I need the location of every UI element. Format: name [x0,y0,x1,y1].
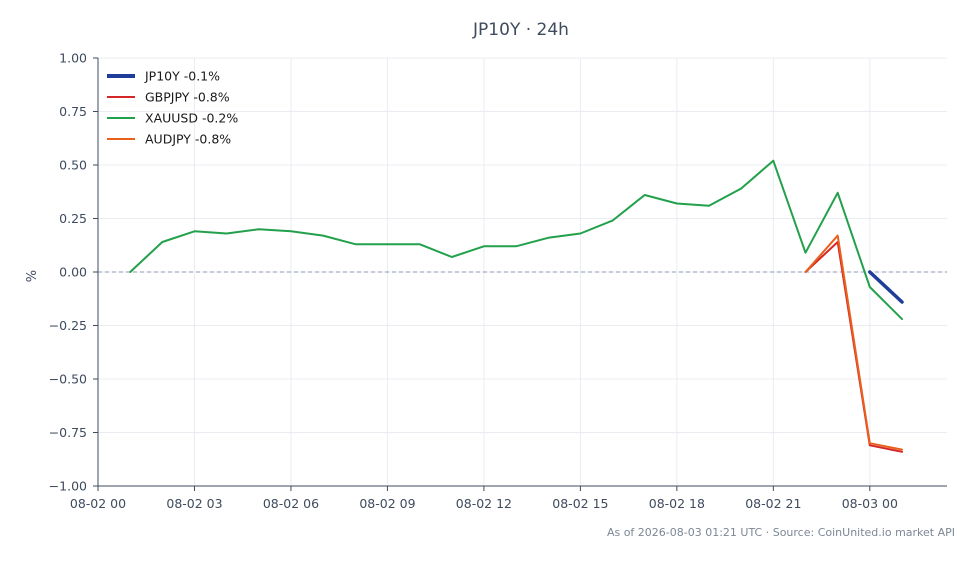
series-line-xauusd [129,159,903,321]
y-tick-label: −0.50 [49,372,87,387]
legend-label: AUDJPY -0.8% [145,132,231,147]
y-tick-label: 0.00 [59,265,87,280]
y-tick-label: 0.75 [59,104,87,119]
legend: JP10Y -0.1% GBPJPY -0.8% XAUUSD -0.2% AUDJP… [107,69,238,147]
legend-label: JP10Y -0.1% [144,69,220,84]
x-tick-label: 08-02 06 [263,496,319,511]
x-tick-label: 08-02 18 [649,496,705,511]
y-axis-ticks: −1.00 −0.75 −0.50 −0.25 0.00 0.25 0.50 0.75 1.00 [49,51,98,494]
chart-title: JP10Y · 24h [473,20,569,40]
x-tick-label: 08-02 00 [70,496,126,511]
x-tick-label: 08-02 12 [456,496,512,511]
y-tick-label: −0.25 [49,318,87,333]
y-tick-label: −0.75 [49,425,87,440]
x-axis-ticks: 08-02 00 08-02 03 08-02 06 08-02 09 08-02 12… [70,486,898,511]
y-axis-label: % [25,270,40,282]
series-lines [129,159,904,453]
series-line-gbpjpy [804,241,903,453]
legend-label: GBPJPY -0.8% [145,90,230,105]
y-tick-label: 0.50 [59,158,87,173]
legend-label: XAUUSD -0.2% [145,111,238,126]
y-tick-label: 0.25 [59,211,87,226]
x-tick-label: 08-02 21 [745,496,801,511]
x-tick-label: 08-03 00 [842,496,898,511]
x-tick-label: 08-02 09 [359,496,415,511]
y-tick-label: −1.00 [49,479,87,494]
y-tick-label: 1.00 [59,51,87,66]
x-tick-label: 08-02 15 [552,496,608,511]
x-tick-label: 08-02 03 [166,496,222,511]
series-line-jp10y [868,270,904,304]
source-footnote: As of 2026-08-03 01:21 UTC · Source: Coi… [606,526,955,539]
series-line-audjpy [804,234,903,451]
